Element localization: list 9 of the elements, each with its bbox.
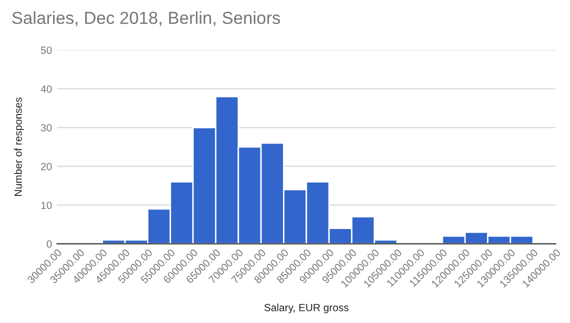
y-tick-label: 0 (46, 240, 52, 248)
chart-title: Salaries, Dec 2018, Berlin, Seniors (12, 11, 280, 26)
y-axis-title: Number of responses (14, 98, 24, 196)
y-tick-label: 50 (40, 46, 52, 54)
y-tick-label: 10 (41, 202, 52, 209)
y-tick-label: 20 (41, 162, 52, 170)
y-tick-label: 40 (40, 85, 52, 93)
x-axis-title: Salary, EUR gross (264, 304, 348, 314)
y-tick-label: 30 (40, 124, 52, 132)
